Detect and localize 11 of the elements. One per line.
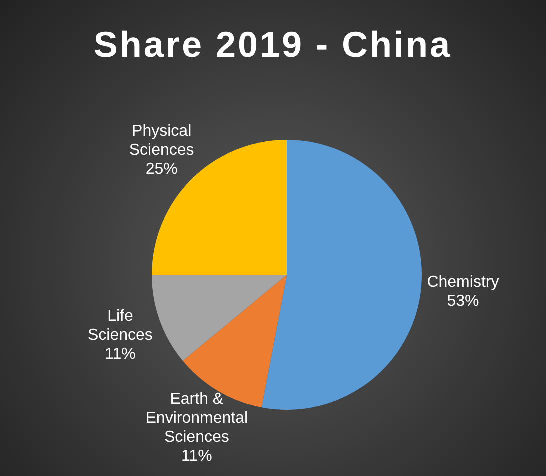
slice-label: Chemistry — [427, 274, 500, 291]
data-label: 11% — [181, 447, 212, 464]
data-label: 53% — [447, 292, 480, 310]
pie-slice — [152, 275, 287, 362]
slice-label: Earth & Environmental Sciences — [146, 390, 248, 446]
data-label: 25% — [146, 160, 178, 178]
chart-title: Share 2019 - China — [92, 24, 454, 66]
pie-slice — [262, 140, 422, 410]
data-label: 11% — [105, 345, 136, 362]
slice-label: Life Sciences — [88, 307, 153, 344]
slice-label: Physical Sciences — [129, 122, 194, 158]
